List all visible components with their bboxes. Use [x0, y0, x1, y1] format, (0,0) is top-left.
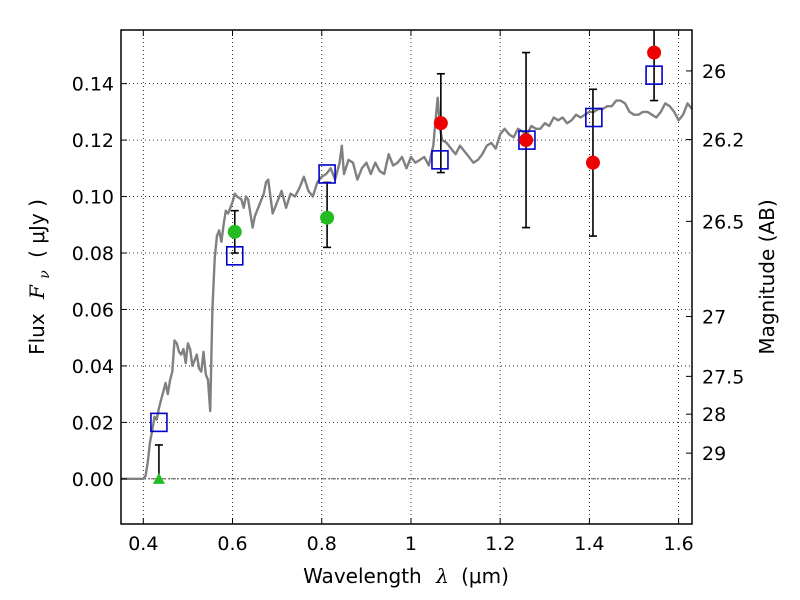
upper-limit-triangle — [152, 472, 165, 484]
x-axis-title-prefix: Wavelength — [303, 564, 422, 588]
y-axis-title: Flux F ν ( μJy ) — [25, 199, 54, 355]
x-tick-label: 1.2 — [485, 533, 515, 555]
model-square-marker — [585, 107, 603, 128]
y2-tick-label: 26.2 — [702, 130, 744, 152]
plot-frame — [120, 29, 693, 525]
observed-point-red — [433, 116, 448, 131]
template-spectrum-layer — [121, 96, 693, 480]
y-tick-label: 0.14 — [72, 74, 114, 96]
x-axis-title-unit: (μm) — [461, 564, 509, 588]
ticks-layer: 0.4 0.6 0.8 1 1.2 1.4 1.6 0.00 0.02 0.04 0.06 0.08 0… — [72, 30, 744, 555]
observed-point-green — [320, 210, 335, 225]
observed-point-red — [585, 155, 600, 170]
y-axis-title-symbol: F — [25, 284, 49, 300]
template-spectrum-line — [121, 96, 693, 480]
y2-tick-label: 28 — [702, 404, 726, 426]
y-tick-label: 0.06 — [72, 299, 114, 321]
model-square-marker — [225, 246, 244, 266]
y-tick-label: 0.04 — [72, 356, 114, 378]
y2-tick-label: 27 — [702, 307, 726, 329]
y-tick-label: 0.02 — [72, 412, 114, 434]
x-axis-title: Wavelength λ (μm) — [303, 564, 509, 588]
y-axis-title-prefix: Flux — [25, 313, 49, 355]
x-tick-label: 1.6 — [664, 533, 694, 555]
model-square-marker — [645, 65, 663, 85]
y-tick-label: 0.10 — [72, 187, 114, 209]
markers-layer — [150, 45, 663, 484]
x-tick-label: 1 — [405, 533, 417, 555]
observed-point-red — [647, 45, 662, 60]
x-tick-label: 1.4 — [574, 533, 604, 555]
observed-point-red — [519, 133, 534, 148]
x-tick-label: 0.6 — [217, 533, 247, 555]
y-tick-label: 0.00 — [72, 469, 114, 491]
plot-background — [121, 30, 692, 524]
model-square-marker — [431, 150, 449, 170]
x-tick-label: 0.8 — [307, 533, 337, 555]
model-square-marker — [318, 164, 336, 184]
x-axis-title-symbol: λ — [435, 564, 449, 588]
y-tick-label: 0.12 — [72, 130, 114, 152]
y2-axis-title: Magnitude (AB) — [755, 199, 779, 354]
x-tick-label: 0.4 — [128, 533, 158, 555]
y2-tick-label: 27.5 — [702, 366, 744, 388]
y-axis-title-unit: ( μJy ) — [25, 199, 49, 258]
y2-tick-label: 29 — [702, 443, 726, 465]
y2-tick-label: 26 — [702, 61, 726, 83]
y2-tick-label: 26.5 — [702, 211, 744, 233]
y-axis-title-subscript: ν — [37, 270, 53, 279]
model-square-marker — [150, 412, 168, 433]
model-square-marker — [518, 130, 536, 150]
observed-point-green — [227, 224, 242, 239]
y-tick-label: 0.08 — [72, 243, 114, 265]
